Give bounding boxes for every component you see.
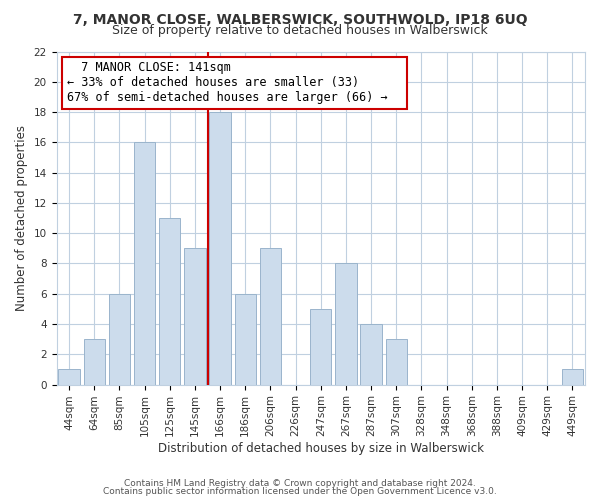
Text: 7 MANOR CLOSE: 141sqm
← 33% of detached houses are smaller (33)
67% of semi-deta: 7 MANOR CLOSE: 141sqm ← 33% of detached … — [67, 62, 402, 104]
Text: Size of property relative to detached houses in Walberswick: Size of property relative to detached ho… — [112, 24, 488, 37]
Bar — [310, 309, 331, 384]
Text: Contains public sector information licensed under the Open Government Licence v3: Contains public sector information licen… — [103, 487, 497, 496]
Bar — [83, 339, 105, 384]
Y-axis label: Number of detached properties: Number of detached properties — [15, 125, 28, 311]
Bar — [184, 248, 206, 384]
Bar — [109, 294, 130, 384]
Bar — [209, 112, 231, 384]
X-axis label: Distribution of detached houses by size in Walberswick: Distribution of detached houses by size … — [158, 442, 484, 455]
Bar — [386, 339, 407, 384]
Bar — [260, 248, 281, 384]
Bar — [134, 142, 155, 384]
Bar — [361, 324, 382, 384]
Text: 7, MANOR CLOSE, WALBERSWICK, SOUTHWOLD, IP18 6UQ: 7, MANOR CLOSE, WALBERSWICK, SOUTHWOLD, … — [73, 12, 527, 26]
Text: Contains HM Land Registry data © Crown copyright and database right 2024.: Contains HM Land Registry data © Crown c… — [124, 478, 476, 488]
Bar — [335, 264, 356, 384]
Bar — [235, 294, 256, 384]
Bar — [159, 218, 181, 384]
Bar — [562, 370, 583, 384]
Bar — [58, 370, 80, 384]
